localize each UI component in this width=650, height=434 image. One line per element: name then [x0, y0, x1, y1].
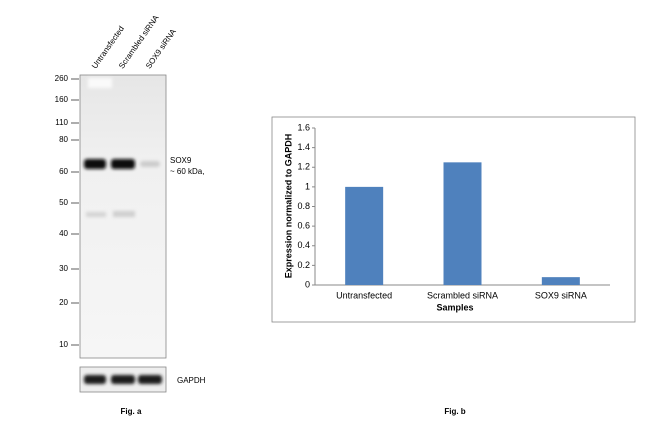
y-tick-label: 1.4 — [297, 142, 310, 152]
y-tick-label: 0.4 — [297, 240, 310, 250]
caption: Fig. b — [444, 407, 465, 416]
y-tick-label: 0 — [305, 279, 310, 289]
chart-frame — [271, 116, 636, 323]
y-tick-label: 0.2 — [297, 260, 310, 270]
mw-marker: 20 — [59, 298, 68, 307]
mw-marker: 80 — [59, 135, 68, 144]
gapdh-bands — [84, 375, 162, 384]
mw-marker: 40 — [59, 229, 68, 238]
caption: Fig. a — [121, 407, 142, 416]
mw-marker: 110 — [55, 118, 68, 127]
x-tick-label: Scrambled siRNA — [427, 290, 498, 300]
y-tick-label: 0.8 — [297, 201, 310, 211]
mw-marker: 260 — [55, 74, 69, 83]
control-label: GAPDH — [177, 376, 206, 385]
y-tick-label: 1 — [305, 181, 310, 191]
bar — [443, 162, 482, 285]
y-tick-label: 1.2 — [297, 162, 310, 172]
y-axis-label: Expression normalized to GAPDH — [283, 134, 293, 279]
bar — [345, 186, 384, 285]
mw-marker: 10 — [59, 340, 68, 349]
band-label: SOX9 — [170, 156, 192, 165]
band-size: ~ 60 kDa, — [170, 167, 204, 176]
bar — [541, 277, 580, 285]
mw-marker: 50 — [59, 198, 68, 207]
x-axis-label: Samples — [436, 302, 473, 312]
x-tick-label: SOX9 siRNA — [535, 290, 587, 300]
x-tick-label: Untransfected — [336, 290, 392, 300]
mw-marker: 60 — [59, 167, 68, 176]
y-tick-label: 1.6 — [297, 122, 310, 132]
y-tick-label: 0.6 — [297, 221, 310, 231]
mw-marker: 30 — [59, 264, 68, 273]
mw-marker: 160 — [55, 95, 69, 104]
blot-bands — [84, 78, 160, 217]
